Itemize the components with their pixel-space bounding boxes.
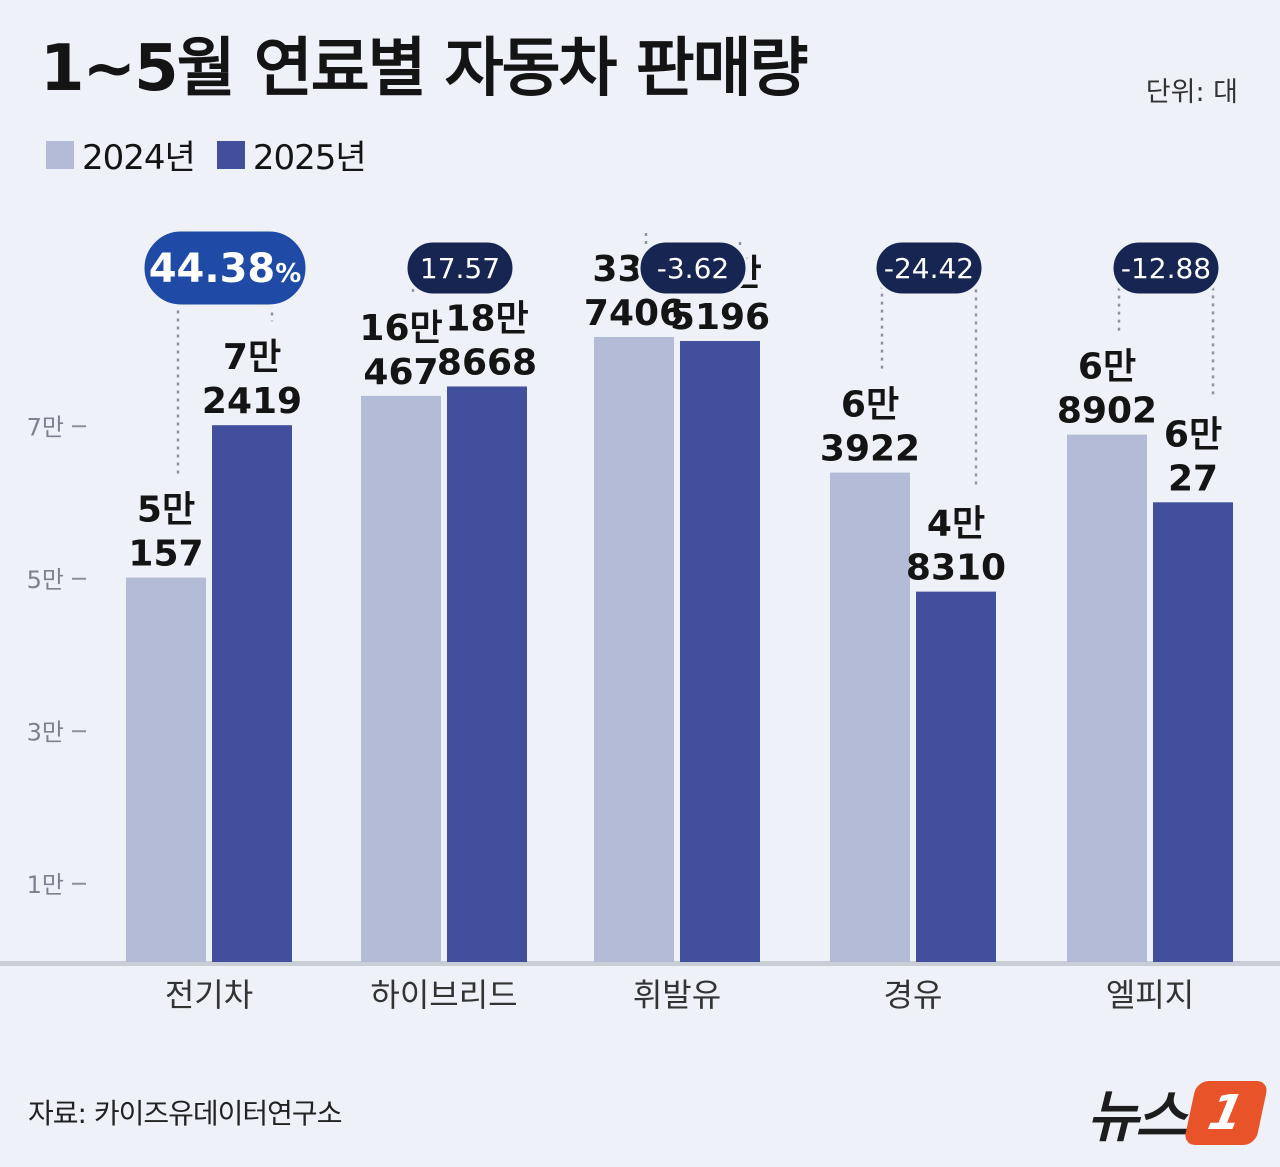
legend-item-2025: 2025년 (216, 130, 367, 179)
y-tick-label: 3만 (27, 718, 64, 746)
logo-mark-digit: 1 (1203, 1084, 1249, 1141)
logo-text: 뉴스 (1086, 1085, 1187, 1150)
bar-2024 (1067, 434, 1147, 962)
bar-value-label-line1: 7만 (223, 337, 281, 378)
bar-value-label-line2: 8668 (437, 342, 537, 383)
bar-2024 (830, 472, 910, 962)
x-category-label: 휘발유 (633, 976, 721, 1014)
bar-value-label-line2: 8310 (906, 548, 1006, 589)
legend-item-2024: 2024년 (46, 130, 196, 179)
bar-value-label-line2: 3922 (820, 429, 920, 470)
bar-2025 (212, 425, 292, 962)
change-badge-label: -12.88 (1121, 252, 1211, 285)
bar-value-label-line2: 467 (363, 352, 438, 393)
bar-2025 (916, 591, 996, 962)
bar-value-label-line2: 157 (128, 534, 203, 575)
bar-value-label-line1: 6만 (1164, 414, 1222, 455)
bar-value-label-line2: 8902 (1057, 391, 1157, 432)
change-badge-unit: % (275, 259, 301, 289)
x-category-label: 하이브리드 (370, 976, 517, 1014)
x-category-label: 엘피지 (1106, 976, 1194, 1014)
bar-2025 (680, 341, 760, 962)
legend-label-2024: 2024년 (82, 138, 196, 178)
change-badge-label: -3.62 (657, 252, 729, 285)
change-badge (1110, 239, 1222, 297)
change-badge (637, 239, 749, 297)
bar-2024 (126, 577, 206, 962)
bar-value-label-line2: 5196 (670, 297, 770, 338)
bar-2025 (447, 386, 527, 963)
chart-title: 1~5월 연료별 자동차 판매량 (40, 32, 808, 106)
bar-2024 (361, 395, 441, 962)
unit-label: 단위: 대 (1145, 77, 1238, 108)
y-tick-label: 5만 (27, 566, 64, 594)
bar-2025 (1153, 502, 1233, 962)
bar-value-label-line1: 5만 (137, 490, 195, 531)
bar-value-label-line1: 4만 (927, 504, 985, 545)
x-axis-baseline (0, 961, 1280, 966)
legend-label-2025: 2025년 (252, 138, 367, 178)
logo-mark-icon: 1 (1183, 1080, 1269, 1145)
legend-swatch-2025 (216, 140, 245, 169)
x-category-label: 경유 (884, 976, 943, 1014)
news1-logo: 뉴스 1 (1086, 1072, 1269, 1153)
y-tick-label: 1만 (27, 871, 64, 899)
bar-value-label-line1: 18만 (445, 298, 528, 339)
bar-value-label-line2: 27 (1168, 458, 1218, 499)
bar-value-label-line2: 7406 (584, 293, 684, 334)
bar-2024 (594, 336, 674, 962)
change-badge (873, 239, 985, 297)
y-tick-label: 7만 (27, 413, 64, 441)
x-category-label: 전기차 (165, 976, 253, 1014)
legend-swatch-2024 (46, 140, 74, 169)
change-badge-label: 17.57 (420, 252, 500, 285)
source-note: 자료: 카이즈유데이터연구소 (28, 1097, 342, 1130)
change-badge (404, 239, 516, 297)
change-bracket (880, 266, 978, 488)
legend: 2024년 2025년 (46, 130, 367, 179)
bar-value-label-line2: 2419 (202, 381, 302, 422)
change-badge (141, 228, 309, 308)
change-badge-label: -24.42 (884, 252, 974, 285)
bar-value-label-line1: 16만 (359, 308, 442, 349)
bar-value-label-line1: 6만 (1078, 347, 1136, 388)
bar-value-label-line1: 6만 (841, 385, 899, 426)
